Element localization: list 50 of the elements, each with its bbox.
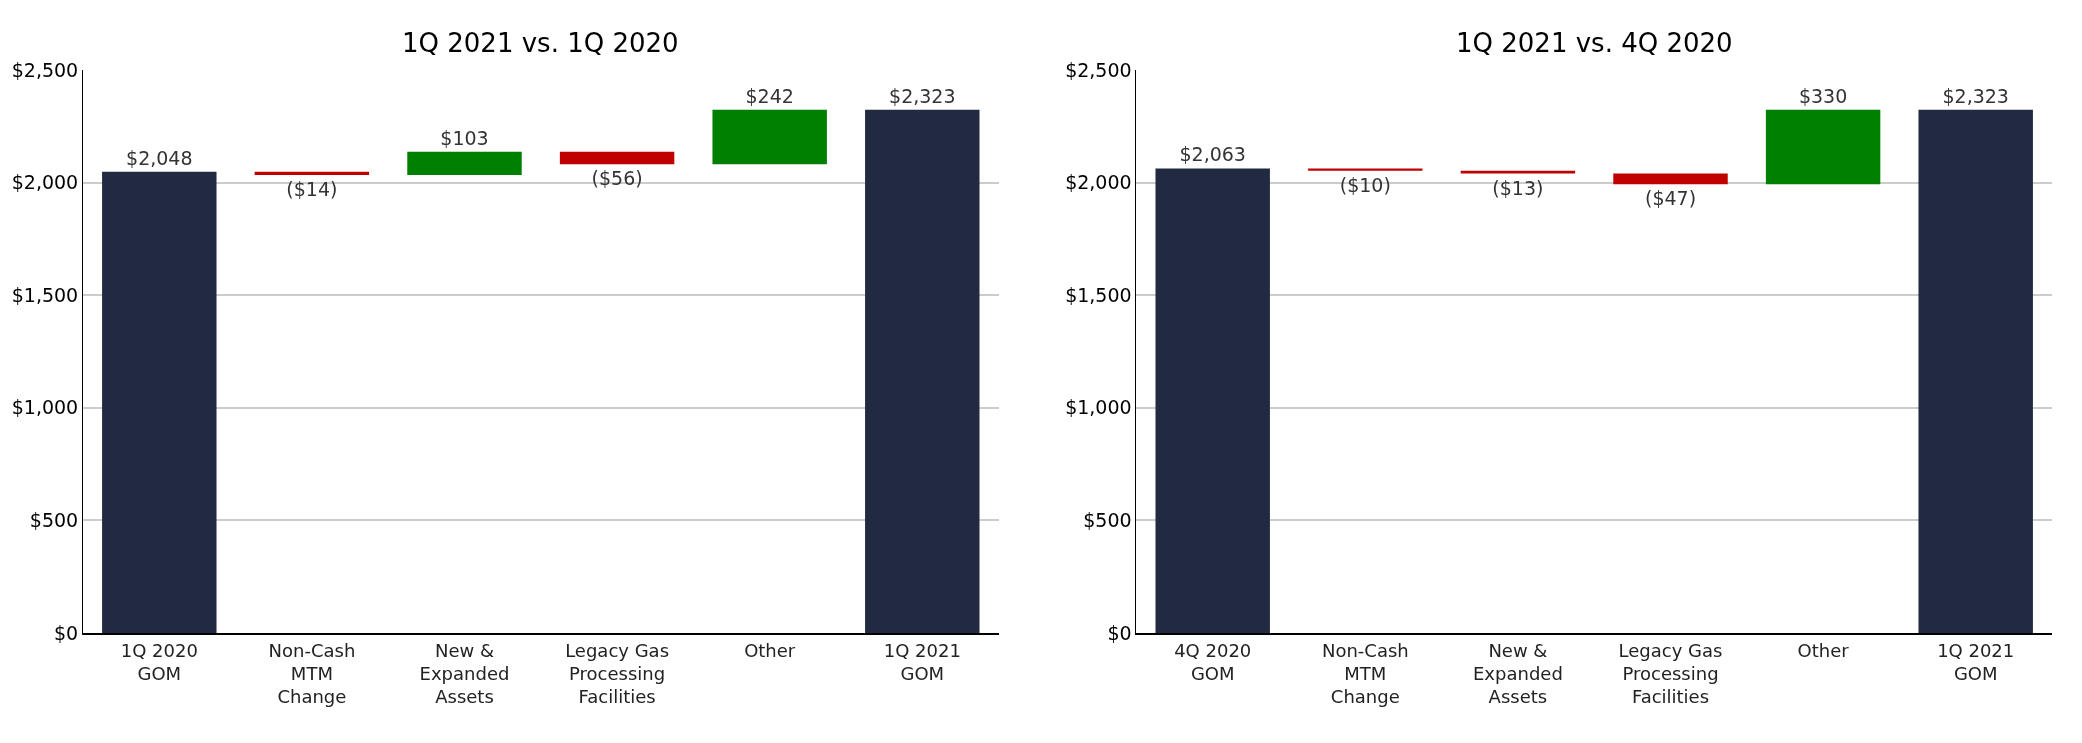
y-tick-label: $500 (1083, 509, 1132, 532)
y-tick-label: $0 (1107, 621, 1132, 644)
bar (1155, 168, 1270, 633)
bar (1613, 173, 1728, 185)
y-tick-label: $500 (29, 509, 79, 532)
data-label: $2,063 (1179, 143, 1246, 166)
data-label: ($47) (1644, 187, 1697, 210)
data-label: ($13) (1492, 176, 1544, 199)
x-tick-label: 1Q 2021 GOM (883, 639, 961, 684)
chart-title: 1Q 2021 vs. 4Q 2020 (1456, 28, 1733, 58)
x-tick-label: Legacy Gas Processing Facilities (1618, 639, 1723, 708)
x-tick-label: New & Expanded Assets (419, 639, 510, 708)
data-label: $242 (745, 84, 794, 107)
bar (254, 171, 370, 175)
y-tick-label: $2,000 (1065, 171, 1132, 194)
y-tick-label: $1,500 (1065, 283, 1132, 306)
bar (102, 171, 217, 633)
y-tick-label: $1,000 (11, 396, 79, 419)
data-label: ($10) (1339, 173, 1391, 196)
x-tick-label: Non-Cash MTM Change (1321, 639, 1409, 708)
y-tick-label: $2,500 (1065, 58, 1132, 81)
y-tick-label: $1,000 (1065, 396, 1132, 419)
data-label: $2,323 (1942, 84, 2009, 107)
x-tick-label: 1Q 2020 GOM (120, 639, 198, 684)
bar (1460, 170, 1576, 174)
bar (559, 151, 675, 165)
x-tick-label: Legacy Gas Processing Facilities (565, 639, 670, 708)
data-label: $330 (1798, 84, 1848, 107)
bar (1308, 168, 1423, 171)
bar (1765, 109, 1881, 185)
y-tick-label: $2,500 (11, 58, 79, 81)
data-label: ($14) (286, 177, 338, 200)
bar (712, 109, 827, 165)
y-tick-label: $0 (54, 621, 79, 644)
data-label: $2,048 (126, 146, 193, 169)
bar (407, 151, 522, 175)
bar (865, 109, 980, 633)
data-label: $2,323 (889, 84, 956, 107)
x-tick-label: 4Q 2020 GOM (1174, 639, 1252, 684)
chart-title: 1Q 2021 vs. 1Q 2020 (402, 28, 679, 58)
x-tick-label: 1Q 2021 GOM (1937, 639, 2015, 684)
bar (1918, 109, 2033, 633)
x-tick-label: New & Expanded Assets (1472, 639, 1563, 708)
x-tick-label: Other (744, 639, 796, 661)
data-label: $103 (440, 126, 489, 149)
x-tick-label: Other (1797, 639, 1850, 661)
y-tick-label: $2,000 (11, 171, 79, 194)
y-tick-label: $1,500 (11, 283, 79, 306)
data-label: ($56) (591, 167, 643, 190)
x-tick-label: Non-Cash MTM Change (268, 639, 356, 708)
